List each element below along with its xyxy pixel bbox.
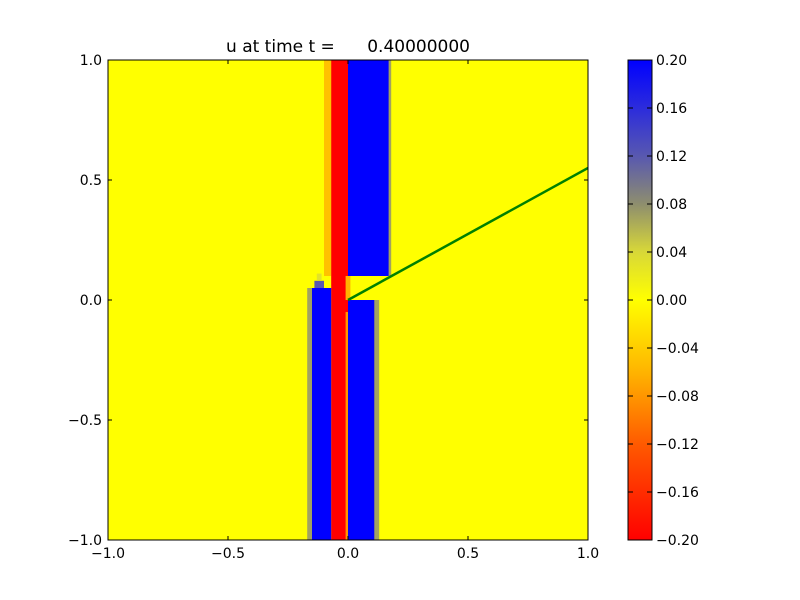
colorbar-tick-label: 0.16 [656, 101, 687, 117]
colorbar-tick-label: 0.12 [656, 149, 687, 165]
heatmap-cell [345, 312, 348, 540]
heatmap-cell [348, 60, 389, 276]
heatmap-cell [314, 280, 324, 288]
colorbar-tick-label: −0.16 [656, 485, 699, 501]
heatmap-cell [316, 273, 322, 281]
x-tick-label: 0.5 [457, 546, 479, 562]
y-axis: −1.0 −0.5 0.0 0.5 1.0 [68, 53, 588, 549]
x-tick-label: −1.0 [91, 546, 125, 562]
colorbar-tick-label: −0.12 [656, 437, 699, 453]
heatmap-cell [345, 276, 351, 300]
x-axis: −1.0 −0.5 0.0 0.5 1.0 [91, 60, 599, 562]
y-tick-label: 1.0 [80, 53, 102, 69]
colorbar-tick-label: −0.08 [656, 389, 699, 405]
colorbar-tick-label: 0.00 [656, 293, 687, 309]
y-tick-label: −1.0 [68, 533, 102, 549]
colorbar: −0.20 −0.16 −0.12 −0.08 −0.04 0.00 0.04 0.08 0.1… [627, 53, 699, 549]
heatmap-cell [374, 300, 380, 540]
colorbar-tick-label: −0.20 [656, 533, 699, 549]
colorbar-ticks: −0.20 −0.16 −0.12 −0.08 −0.04 0.00 0.04 0.08 0.1… [628, 53, 699, 549]
y-tick-label: 0.5 [80, 173, 102, 189]
heatmap-cells [307, 60, 392, 540]
heatmap-cell [307, 288, 312, 540]
colorbar-tick-label: −0.04 [656, 341, 699, 357]
heatmap-cell [312, 288, 332, 540]
x-tick-label: 1.0 [577, 546, 599, 562]
series-line [347, 166, 588, 302]
colorbar-tick-label: 0.04 [656, 245, 687, 261]
y-tick-label: −0.5 [68, 413, 102, 429]
heatmap-cell [331, 60, 348, 540]
colorbar-tick-label: 0.20 [656, 53, 687, 69]
chart-title: u at time t = 0.40000000 [226, 37, 470, 57]
plot-area [107, 59, 589, 541]
x-tick-label: 0.0 [337, 546, 359, 562]
heatmap-cell [348, 300, 375, 540]
x-tick-label: −0.5 [211, 546, 245, 562]
colorbar-tick-label: 0.08 [656, 197, 687, 213]
y-tick-label: 0.0 [80, 293, 102, 309]
heatmap-cell [324, 60, 332, 276]
heatmap-cell [388, 60, 392, 276]
